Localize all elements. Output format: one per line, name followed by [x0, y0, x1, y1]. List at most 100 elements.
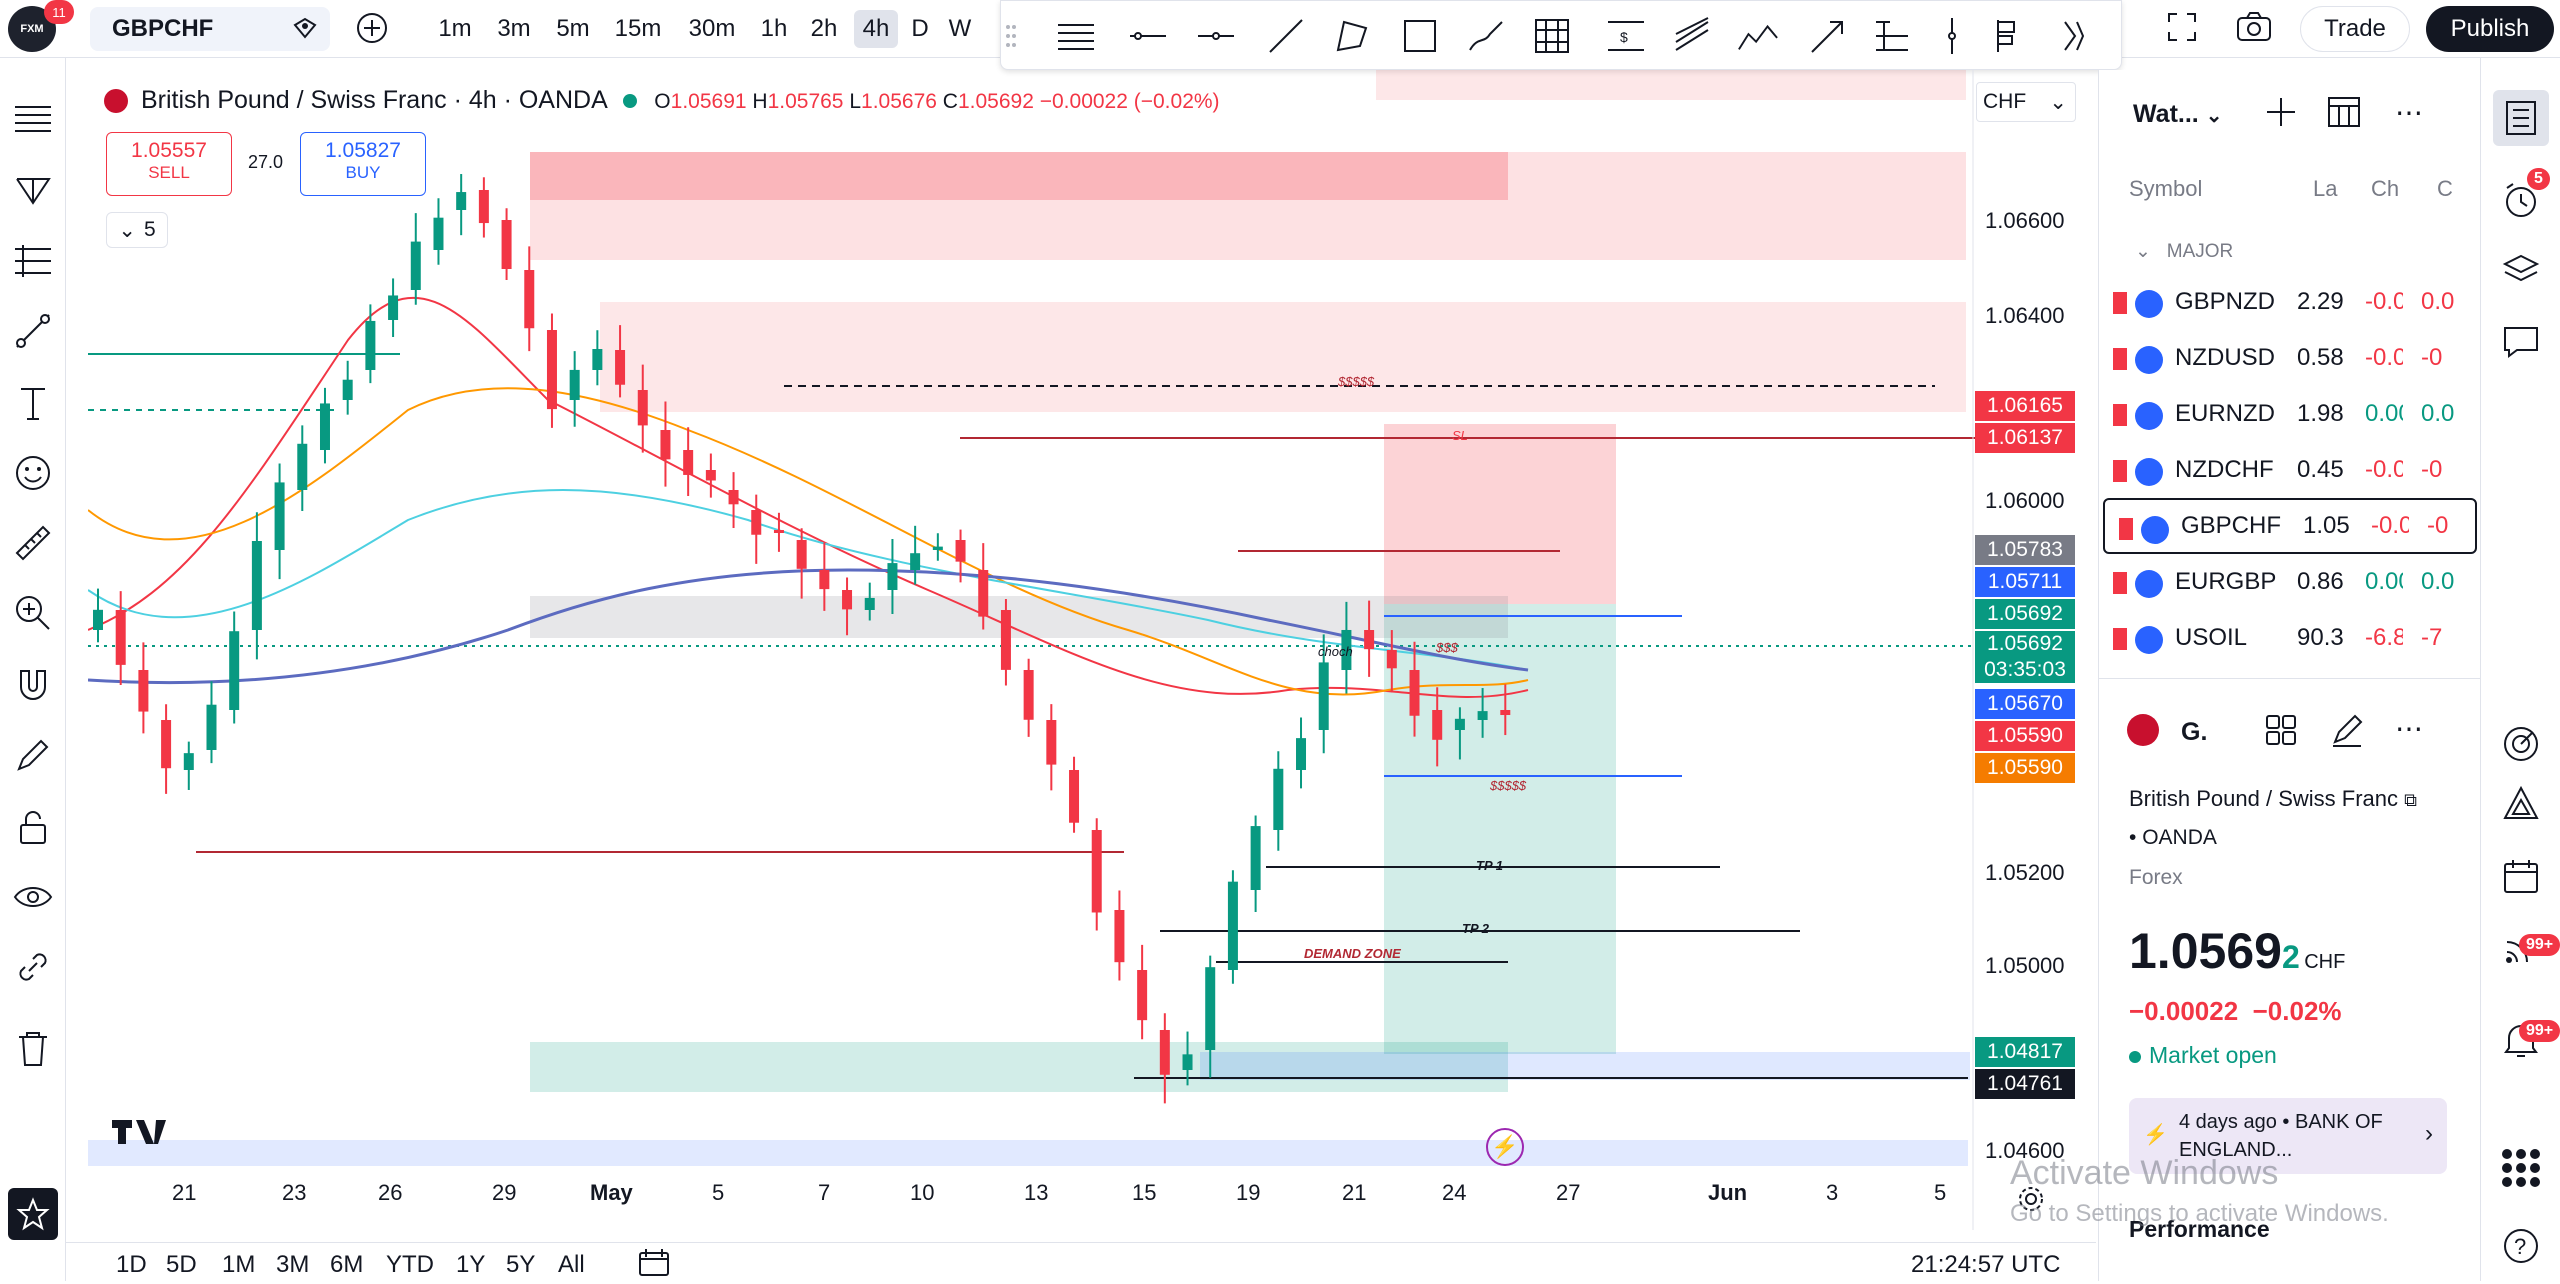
range-1y[interactable]: 1Y — [456, 1251, 486, 1278]
collapse-toolbar-icon[interactable] — [2051, 15, 2093, 57]
advanced-view-icon[interactable] — [2325, 94, 2363, 135]
flag-marker[interactable] — [2119, 518, 2133, 540]
emoji-icon[interactable] — [10, 450, 56, 496]
external-link-icon[interactable]: ⧉ — [2404, 790, 2417, 810]
eye-sync-icon[interactable] — [292, 15, 318, 47]
arrow-icon[interactable] — [1807, 15, 1849, 57]
section-major[interactable]: ⌄ MAJOR — [2135, 241, 2234, 262]
range-6m[interactable]: 6M — [330, 1251, 364, 1278]
brush-icon[interactable] — [1465, 15, 1507, 57]
tf-1m[interactable]: 1m — [438, 15, 472, 42]
grid-icon[interactable] — [1531, 15, 1573, 57]
ruler-icon[interactable] — [10, 520, 56, 566]
buy-button[interactable]: 1.05827 BUY — [300, 132, 426, 196]
rectangle-icon[interactable] — [1399, 15, 1441, 57]
favorites-star-icon[interactable] — [8, 1188, 58, 1240]
col-symbol[interactable]: Symbol — [2129, 176, 2203, 201]
eye-icon[interactable] — [10, 874, 56, 920]
range-1d[interactable]: 1D — [116, 1251, 147, 1278]
polyline-icon[interactable] — [1331, 15, 1373, 57]
more-options-icon[interactable]: ⋯ — [2395, 713, 2423, 744]
help-icon[interactable]: ? — [2493, 1218, 2549, 1274]
edit-icon[interactable] — [2329, 712, 2365, 753]
flag-marker[interactable] — [2113, 404, 2127, 426]
grid-view-icon[interactable] — [2263, 712, 2299, 753]
utc-clock[interactable]: 21:24:57 UTC — [1911, 1251, 2061, 1278]
fib-icon[interactable]: $ — [1605, 15, 1647, 57]
layers-icon[interactable] — [2493, 242, 2549, 298]
tf-15m[interactable]: 15m — [614, 15, 662, 42]
text-icon[interactable] — [10, 380, 56, 426]
flag-marker[interactable] — [2113, 460, 2127, 482]
watchlist-row[interactable]: GBPNZD 2.29 -0.0 0.0 — [2099, 274, 2481, 330]
watchlist-title[interactable]: Wat... ⌄ — [2133, 100, 2223, 128]
range-5d[interactable]: 5D — [166, 1251, 197, 1278]
apps-grid-icon[interactable] — [2493, 1140, 2549, 1196]
legend-title[interactable]: British Pound / Swiss Franc · 4h · OANDA — [140, 86, 607, 114]
symbol-search[interactable]: GBPCHF — [90, 7, 330, 51]
trend-tools-icon[interactable] — [10, 308, 56, 354]
flag-marker[interactable] — [2113, 572, 2127, 594]
trash-icon[interactable] — [10, 1026, 56, 1072]
watchlist-row[interactable]: NZDCHF 0.45 -0.0 -0 — [2099, 442, 2481, 498]
watchlist-row[interactable]: USOIL 90.3 -6.8 -7 — [2099, 610, 2481, 666]
tradingview-logo[interactable] — [110, 1116, 170, 1154]
pattern-icon[interactable] — [10, 168, 56, 214]
magnet-icon[interactable] — [10, 662, 56, 708]
settings-gear-icon[interactable] — [2016, 1184, 2046, 1214]
tf-30m[interactable]: 30m — [688, 15, 736, 42]
add-symbol-plus-icon[interactable] — [2263, 94, 2299, 135]
details-symbol[interactable]: G. — [2181, 718, 2208, 746]
camera-icon[interactable] — [2232, 10, 2276, 50]
watchlist-icon[interactable] — [2493, 90, 2549, 146]
horizontal-ray-icon[interactable] — [1195, 15, 1237, 57]
range-ytd[interactable]: YTD — [386, 1251, 434, 1278]
menu-icon[interactable] — [10, 96, 56, 142]
drawing-mode-icon[interactable] — [10, 732, 56, 778]
fullscreen-icon[interactable] — [2162, 10, 2202, 50]
link-icon[interactable] — [10, 944, 56, 990]
indicators-toggle[interactable]: ⌄ 5 — [106, 212, 168, 248]
tf-5m[interactable]: 5m — [556, 15, 590, 42]
range-5y[interactable]: 5Y — [506, 1251, 536, 1278]
more-options-icon[interactable]: ⋯ — [2395, 97, 2423, 128]
tf-4h[interactable]: 4h — [854, 10, 898, 48]
range-all[interactable]: All — [558, 1251, 585, 1278]
watchlist-row[interactable]: EURGBP 0.86 0.00 0.0 — [2099, 554, 2481, 610]
details-name[interactable]: British Pound / Swiss Franc ⧉ — [2129, 786, 2417, 811]
vertical-line-icon[interactable] — [1931, 15, 1973, 57]
flag-marker[interactable] — [2113, 628, 2127, 650]
parallel-channel-icon[interactable] — [1671, 15, 1713, 57]
ideas-icon[interactable] — [2493, 776, 2549, 832]
performance-heading[interactable]: Performance — [2129, 1216, 2270, 1242]
fib-tools-icon[interactable] — [10, 238, 56, 284]
date-range-icon[interactable] — [636, 1247, 672, 1284]
range-3m[interactable]: 3M — [276, 1251, 310, 1278]
currency-select[interactable]: CHF ⌄ — [1976, 82, 2076, 122]
tf-d[interactable]: D — [911, 15, 929, 42]
tf-3m[interactable]: 3m — [497, 15, 531, 42]
long-position-icon[interactable] — [1871, 15, 1913, 57]
flag-marker[interactable] — [2113, 292, 2127, 314]
watchlist-row[interactable]: NZDUSD 0.58 -0.0 -0 — [2099, 330, 2481, 386]
elliott-wave-icon[interactable] — [1737, 15, 1779, 57]
tf-1h[interactable]: 1h — [760, 15, 788, 42]
lock-icon[interactable] — [10, 804, 56, 850]
horizontal-lines-icon[interactable] — [1055, 15, 1097, 57]
trade-button[interactable]: Trade — [2300, 6, 2410, 52]
zoom-icon[interactable] — [10, 590, 56, 636]
add-symbol-icon[interactable] — [352, 10, 392, 48]
publish-button[interactable]: Publish — [2426, 6, 2554, 52]
price-chart[interactable] — [88, 70, 2182, 1270]
horizontal-line-icon[interactable] — [1127, 15, 1169, 57]
watchlist-row[interactable]: EURNZD 1.98 0.00 0.0 — [2099, 386, 2481, 442]
lightning-icon[interactable]: ⚡ — [1486, 1128, 1524, 1166]
target-icon[interactable] — [2493, 716, 2549, 772]
col-chg[interactable]: Ch — [2371, 176, 2400, 201]
col-chgp[interactable]: C — [2437, 176, 2453, 201]
watchlist-row[interactable]: GBPCHF 1.05 -0.0 -0 — [2103, 498, 2477, 554]
tf-2h[interactable]: 2h — [810, 15, 838, 42]
calendar-icon[interactable] — [2493, 848, 2549, 904]
sell-button[interactable]: 1.05557 SELL — [106, 132, 232, 196]
trendline-icon[interactable] — [1265, 15, 1307, 57]
